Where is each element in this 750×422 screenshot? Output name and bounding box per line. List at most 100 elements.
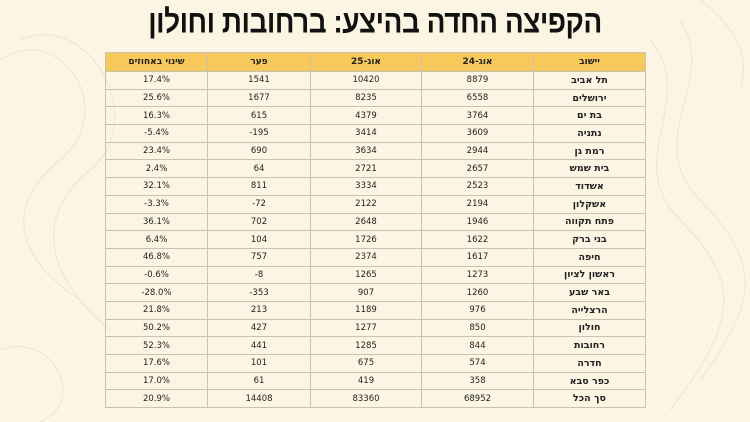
cell-aug24: 3764: [421, 106, 534, 126]
cell-aug24: 1260: [421, 283, 534, 302]
table-row: פתח תקווה 1946 2648 702 36.1%: [105, 212, 646, 232]
cell-city: סך הכל: [533, 389, 646, 409]
cell-gap: 1677: [207, 88, 311, 108]
cell-aug24: 1946: [421, 212, 534, 232]
cell-percent-change: 16.3%: [105, 106, 208, 126]
cell-aug24: 850: [421, 318, 534, 338]
cell-gap: 64: [207, 159, 311, 179]
cell-percent-change: 20.9%: [105, 389, 208, 409]
table-row: חדרה 574 675 101 17.6%: [105, 354, 646, 373]
cell-gap: 104: [207, 230, 311, 249]
cell-gap: -353: [207, 283, 311, 302]
cell-aug24: 68952: [421, 389, 534, 409]
cell-aug25: 83360: [310, 389, 422, 409]
table-row: חולון 850 1277 427 50.2%: [105, 318, 646, 338]
cell-aug25: 3414: [310, 124, 422, 143]
table-row: בת ים 3764 4379 615 16.3%: [105, 106, 646, 126]
table-row: תל אביב 8879 10420 1541 17.4%: [105, 71, 646, 90]
cell-aug24: 6558: [421, 88, 534, 108]
cell-city: בני ברק: [533, 230, 646, 249]
cell-aug24: 8879: [421, 71, 534, 90]
cell-aug24: 3609: [421, 124, 534, 143]
cell-percent-change: 36.1%: [105, 212, 208, 232]
cell-percent-change: 32.1%: [105, 177, 208, 196]
cell-percent-change: 46.8%: [105, 247, 208, 267]
cell-city: באר שבע: [533, 283, 646, 302]
table-row: אשקלון 2194 2122 -72 -3.3%: [105, 194, 646, 214]
cell-gap: 427: [207, 318, 311, 338]
cell-city: חיפה: [533, 247, 646, 267]
table-row: רחובות 844 1285 441 52.3%: [105, 336, 646, 355]
cell-gap: 702: [207, 212, 311, 232]
cell-percent-change: 17.0%: [105, 371, 208, 391]
cell-gap: -72: [207, 194, 311, 214]
cell-city: אשדוד: [533, 177, 646, 196]
cell-city: חדרה: [533, 354, 646, 373]
table-row: בני ברק 1622 1726 104 6.4%: [105, 230, 646, 249]
table-row: ירושלים 6558 8235 1677 25.6%: [105, 88, 646, 108]
cell-city: פתח תקווה: [533, 212, 646, 232]
cell-percent-change: 17.6%: [105, 354, 208, 373]
cell-aug25: 10420: [310, 71, 422, 90]
table-row: סך הכל 68952 83360 14408 20.9%: [105, 389, 646, 409]
cell-city: ירושלים: [533, 88, 646, 108]
page-title: הקפיצה החדה בהיצע: ברחובות וחולון: [148, 3, 602, 40]
table-row: ראשון לציון 1273 1265 -8 -0.6%: [105, 265, 646, 285]
cell-aug25: 2122: [310, 194, 422, 214]
cell-percent-change: 6.4%: [105, 230, 208, 249]
cell-aug25: 3334: [310, 177, 422, 196]
cell-city: רמת גן: [533, 141, 646, 161]
cell-city: הרצלייה: [533, 300, 646, 320]
table-row: באר שבע 1260 907 -353 -28.0%: [105, 283, 646, 302]
cell-percent-change: -0.6%: [105, 265, 208, 285]
cell-gap: 615: [207, 106, 311, 126]
cell-aug24: 2657: [421, 159, 534, 179]
cell-percent-change: 52.3%: [105, 336, 208, 355]
cell-gap: 213: [207, 300, 311, 320]
cell-percent-change: 2.4%: [105, 159, 208, 179]
cell-gap: 14408: [207, 389, 311, 409]
cell-city: בית שמש: [533, 159, 646, 179]
listings-table: יישוב אוג-24 אוג-25 פער שינוי באחוזים תל…: [105, 52, 646, 409]
cell-aug25: 2648: [310, 212, 422, 232]
cell-aug25: 675: [310, 354, 422, 373]
cell-aug24: 2944: [421, 141, 534, 161]
cell-aug25: 907: [310, 283, 422, 302]
cell-aug25: 1285: [310, 336, 422, 355]
cell-aug25: 1726: [310, 230, 422, 249]
table-row: בית שמש 2657 2721 64 2.4%: [105, 159, 646, 179]
cell-aug24: 1622: [421, 230, 534, 249]
cell-percent-change: 21.8%: [105, 300, 208, 320]
cell-city: חולון: [533, 318, 646, 338]
cell-aug24: 1617: [421, 247, 534, 267]
cell-aug25: 1277: [310, 318, 422, 338]
table-header-row: יישוב אוג-24 אוג-25 פער שינוי באחוזים: [105, 52, 646, 72]
cell-aug25: 4379: [310, 106, 422, 126]
cell-aug24: 844: [421, 336, 534, 355]
cell-aug24: 1273: [421, 265, 534, 285]
cell-gap: 690: [207, 141, 311, 161]
table-row: נתניה 3609 3414 -195 -5.4%: [105, 124, 646, 143]
cell-aug25: 1189: [310, 300, 422, 320]
cell-aug25: 2374: [310, 247, 422, 267]
cell-percent-change: 25.6%: [105, 88, 208, 108]
table-row: הרצלייה 976 1189 213 21.8%: [105, 300, 646, 320]
cell-percent-change: 17.4%: [105, 71, 208, 90]
cell-gap: 811: [207, 177, 311, 196]
header-aug24: אוג-24: [421, 52, 534, 72]
cell-aug24: 574: [421, 354, 534, 373]
cell-aug25: 2721: [310, 159, 422, 179]
cell-gap: 757: [207, 247, 311, 267]
cell-aug25: 8235: [310, 88, 422, 108]
cell-city: בת ים: [533, 106, 646, 126]
header-percent-change: שינוי באחוזים: [105, 52, 208, 72]
cell-city: רחובות: [533, 336, 646, 355]
cell-gap: 101: [207, 354, 311, 373]
cell-city: כפר סבא: [533, 371, 646, 391]
cell-city: נתניה: [533, 124, 646, 143]
cell-aug25: 419: [310, 371, 422, 391]
cell-percent-change: 50.2%: [105, 318, 208, 338]
cell-aug24: 358: [421, 371, 534, 391]
table-row: אשדוד 2523 3334 811 32.1%: [105, 177, 646, 196]
table-row: רמת גן 2944 3634 690 23.4%: [105, 141, 646, 161]
